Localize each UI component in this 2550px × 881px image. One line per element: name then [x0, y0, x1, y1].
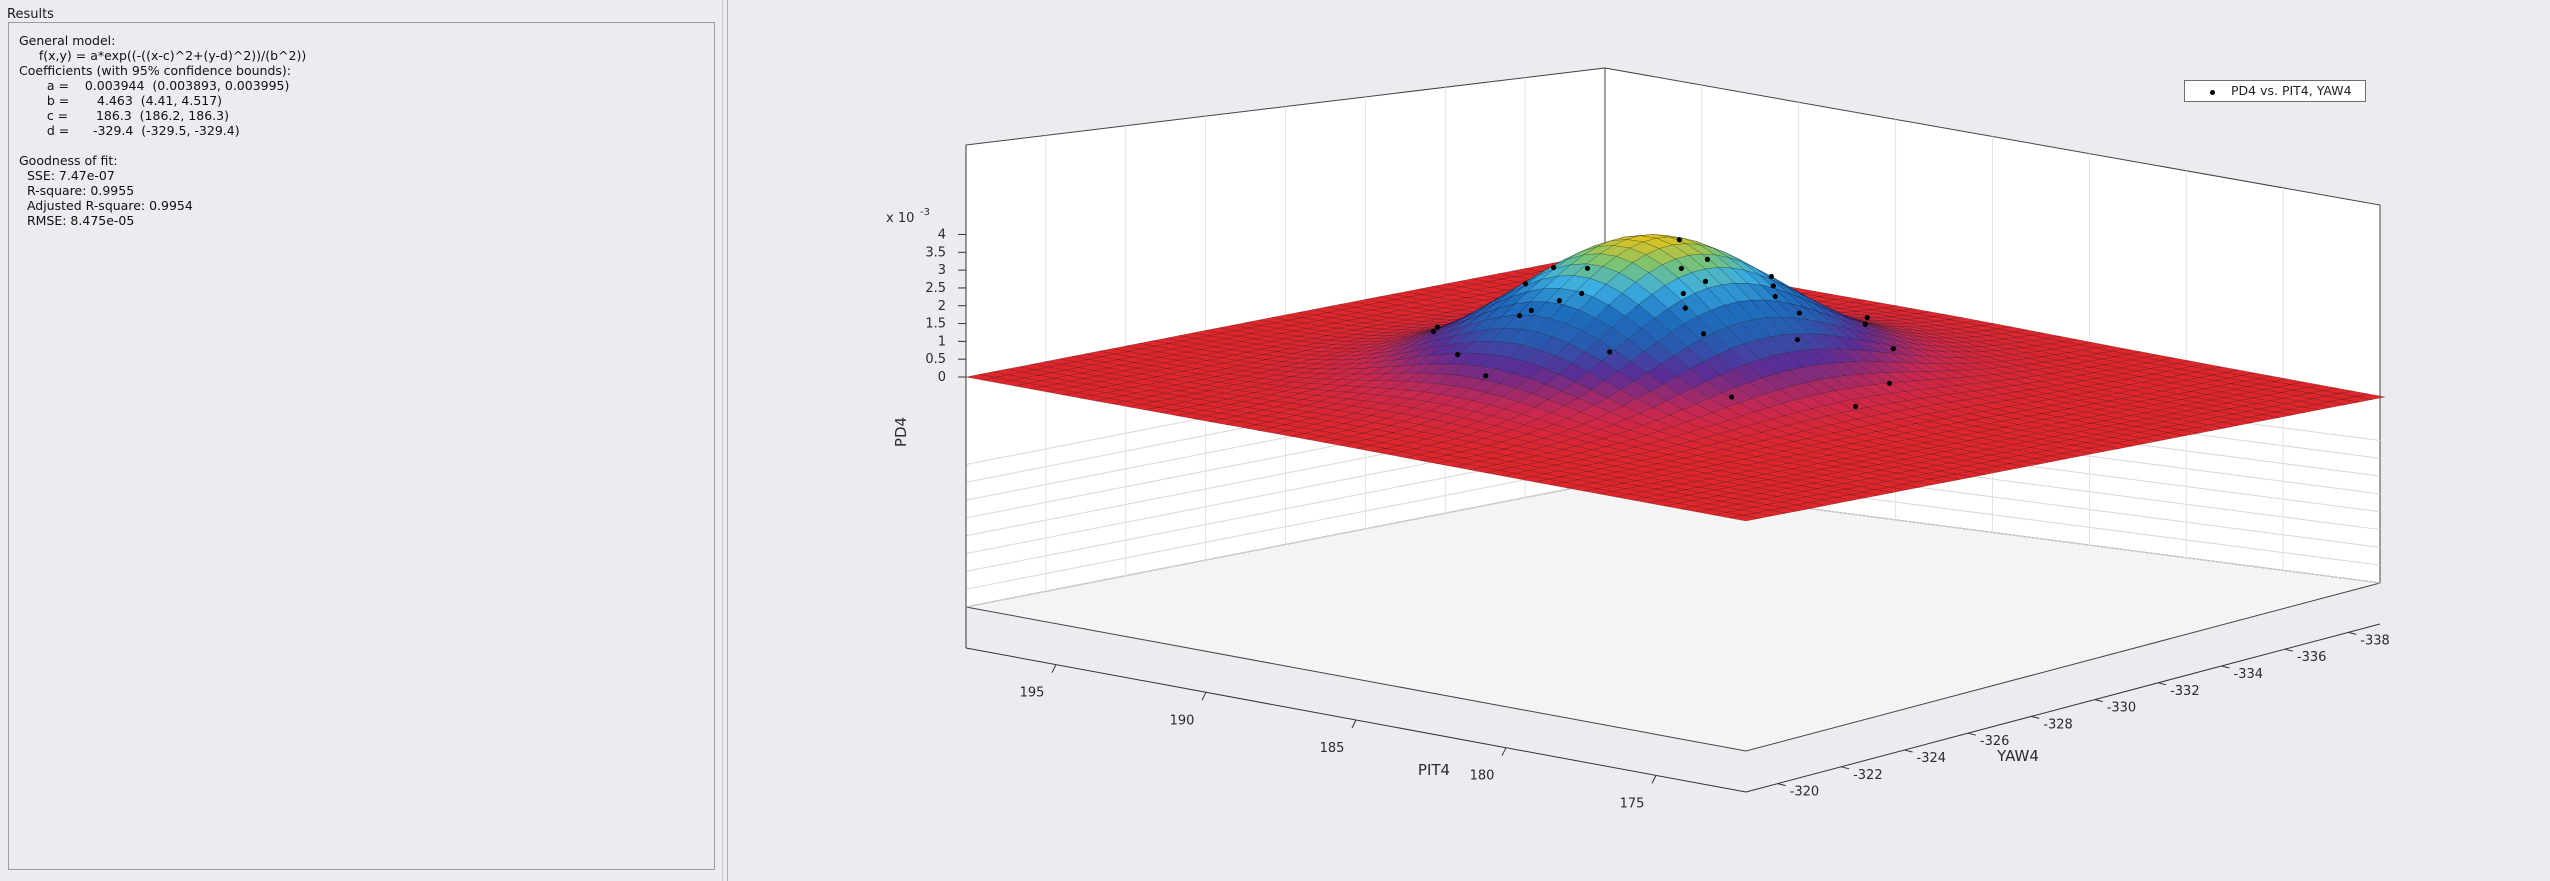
x-tick-label: 190	[1170, 713, 1195, 728]
results-line: RMSE: 8.475e-05	[19, 213, 135, 228]
x-tick-label: 180	[1470, 769, 1495, 784]
results-line: Goodness of fit:	[19, 153, 118, 168]
data-point	[1852, 403, 1859, 409]
data-point	[1579, 290, 1585, 296]
surface-patch	[1729, 515, 1760, 522]
z-tick-label: 0	[938, 370, 946, 385]
data-point	[1768, 273, 1774, 280]
y-tick-mark	[2348, 631, 2357, 635]
legend[interactable]: PD4 vs. PIT4, YAW4	[2184, 80, 2366, 102]
surface-plot[interactable]: 0 0.5 1 1.5 2 2.5 3 3.5 4 x 10 -3 195 190 185 180 175 -3…	[728, 0, 2550, 881]
y-tick-mark	[2221, 665, 2230, 669]
results-line: SSE: 7.47e-07	[19, 168, 115, 183]
data-point	[1455, 351, 1461, 358]
data-point	[1682, 305, 1688, 311]
data-point	[1796, 310, 1802, 316]
z-tick-label: 4	[938, 228, 946, 243]
y-tick-mark	[1777, 783, 1786, 787]
data-point	[1517, 313, 1523, 319]
x-tick-mark	[1501, 747, 1507, 756]
z-tick-label: 0.5	[925, 352, 946, 367]
y-tick-label: -326	[1980, 734, 2010, 749]
y-tick-label: -336	[2297, 650, 2327, 665]
data-point	[1862, 321, 1868, 327]
results-line: R-square: 0.9955	[19, 183, 135, 198]
data-point	[1864, 315, 1870, 321]
y-axis-line	[1745, 623, 2381, 793]
data-point	[1550, 264, 1557, 271]
results-textbox[interactable]: General model: f(x,y) = a*exp((-((x-c)^2…	[8, 22, 715, 870]
y-tick-mark	[2094, 699, 2103, 703]
data-point	[1584, 265, 1591, 271]
data-point	[1704, 256, 1711, 262]
data-point	[1430, 329, 1437, 335]
data-point	[1770, 283, 1776, 289]
data-point	[1680, 290, 1686, 297]
y-tick-mark	[2284, 648, 2294, 652]
data-point	[1794, 337, 1801, 343]
y-tick-label: -334	[2234, 667, 2264, 682]
results-line: c = 186.3 (186.2, 186.3)	[19, 108, 229, 123]
plot-area[interactable]: 0 0.5 1 1.5 2 2.5 3 3.5 4 x 10 -3 195 190 185 180 175 -3…	[728, 0, 2550, 881]
y-tick-label: -338	[2360, 633, 2390, 648]
y-tick-label: -330	[2107, 701, 2137, 716]
z-tick-label: 1	[938, 334, 946, 349]
data-point	[1700, 331, 1707, 337]
y-axis-label: YAW4	[1996, 747, 2039, 765]
results-line: f(x,y) = a*exp((-((x-c)^2+(y-d)^2))/(b^2…	[19, 48, 307, 63]
results-line: b = 4.463 (4.41, 4.517)	[19, 93, 223, 108]
y-tick-mark	[2031, 715, 2040, 719]
data-point	[1772, 293, 1778, 300]
data-point	[1434, 324, 1441, 330]
x-tick-mark	[1051, 664, 1057, 673]
x-tick-mark	[1201, 692, 1207, 701]
data-point	[1729, 394, 1735, 400]
y-tick-label: -332	[2170, 684, 2200, 699]
z-tick-label: 2.5	[925, 281, 946, 296]
data-point	[1522, 281, 1529, 287]
x-tick-mark	[1651, 775, 1657, 784]
results-line: a = 0.003944 (0.003893, 0.003995)	[19, 78, 290, 93]
panel-splitter[interactable]	[722, 0, 728, 881]
x-tick-label: 175	[1620, 796, 1645, 811]
data-point	[1483, 373, 1489, 379]
data-point	[1678, 265, 1684, 272]
results-line: Adjusted R-square: 0.9954	[19, 198, 193, 213]
results-line: Coefficients (with 95% confidence bounds…	[19, 63, 291, 78]
data-point	[1886, 380, 1892, 386]
x-tick-label: 195	[1020, 686, 1045, 701]
y-tick-label: -322	[1853, 768, 1883, 783]
z-axis-label: PD4	[892, 417, 910, 447]
data-point	[1676, 237, 1682, 243]
data-point	[1890, 346, 1896, 352]
y-tick-mark	[1840, 766, 1850, 770]
y-tick-mark	[2157, 682, 2167, 686]
y-tick-mark	[1967, 732, 1977, 736]
y-tick-mark	[1904, 749, 1913, 753]
y-tick-label: -320	[1790, 785, 1820, 800]
surface-mesh	[965, 234, 2386, 522]
z-exponent-power: -3	[920, 207, 930, 218]
z-tick-label: 3	[938, 263, 946, 278]
x-tick-label: 185	[1320, 741, 1345, 756]
data-point	[1556, 298, 1562, 304]
legend-marker-icon	[2210, 90, 2215, 95]
results-title: Results	[7, 7, 54, 22]
x-tick-mark	[1351, 719, 1357, 729]
z-tick-label: 2	[938, 299, 946, 314]
x-axis-label: PIT4	[1418, 761, 1450, 779]
z-tick-label: 1.5	[925, 317, 946, 332]
z-exponent-label: x 10	[886, 211, 914, 226]
legend-label: PD4 vs. PIT4, YAW4	[2231, 83, 2352, 98]
results-line: d = -329.4 (-329.5, -329.4)	[19, 123, 240, 138]
data-point	[1528, 307, 1534, 313]
y-tick-label: -324	[1917, 751, 1947, 766]
data-point	[1607, 349, 1613, 355]
data-point	[1702, 278, 1709, 284]
results-line: General model:	[19, 33, 116, 48]
results-panel: Results General model: f(x,y) = a*exp((-…	[0, 0, 722, 881]
z-tick-label: 3.5	[925, 245, 946, 260]
y-tick-label: -328	[2043, 717, 2073, 732]
